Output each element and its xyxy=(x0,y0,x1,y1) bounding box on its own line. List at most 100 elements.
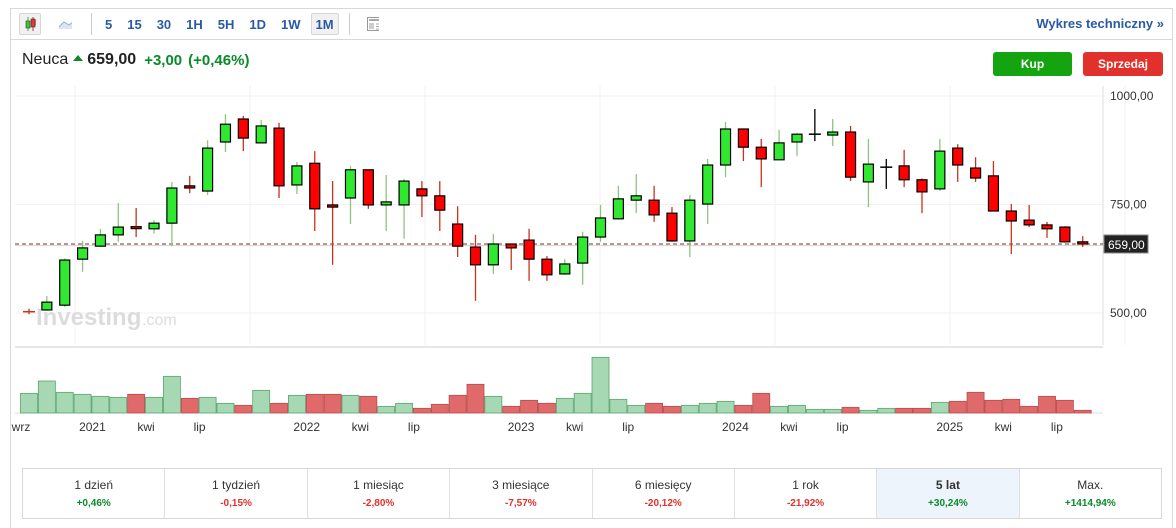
interval-1w[interactable]: 1W xyxy=(281,16,301,32)
candle-body xyxy=(862,163,875,183)
interval-1d[interactable]: 1D xyxy=(249,16,267,32)
performance-period[interactable]: 1 miesiąc -2,80% xyxy=(308,469,451,518)
volume-bar xyxy=(663,405,681,414)
volume-bar xyxy=(162,375,181,414)
candle xyxy=(505,243,517,271)
period-label: 3 miesiące xyxy=(492,478,550,492)
candle-body xyxy=(327,204,339,208)
x-tick-label: kwi xyxy=(137,420,154,434)
volume-bar xyxy=(1038,395,1056,414)
interval-15[interactable]: 15 xyxy=(127,16,142,32)
x-tick-label: lip xyxy=(837,420,849,434)
chart-widget: 5 15 30 1H 5H 1D 1W 1M Wykres techniczny » Neuc… xyxy=(10,8,1173,528)
volume-bar xyxy=(609,398,628,414)
price-chart[interactable]: Investing .com 1000,00 750,00 500,00 659,00 wr… xyxy=(0,0,1176,445)
candle-body xyxy=(755,146,767,160)
period-label: 1 dzień xyxy=(74,478,114,492)
candle xyxy=(755,138,767,188)
candle xyxy=(166,181,178,247)
buy-button[interactable]: Kup xyxy=(993,52,1072,76)
performance-period[interactable]: 6 miesięcy -20,12% xyxy=(593,469,735,518)
performance-period[interactable]: 5 lat +30,24% xyxy=(877,469,1020,518)
candle xyxy=(434,181,446,231)
candle xyxy=(273,122,285,198)
performance-period[interactable]: 1 rok -21,92% xyxy=(735,469,878,518)
candle-body xyxy=(41,301,53,311)
candle xyxy=(94,228,107,248)
candle-body xyxy=(737,128,750,148)
volume-bar xyxy=(234,404,253,414)
volume-bar xyxy=(520,399,538,414)
volume-bar xyxy=(859,409,878,414)
candle-body xyxy=(559,263,571,275)
interval-30[interactable]: 30 xyxy=(156,16,172,32)
quote-header: Neuca 659,00 +3,00 (+0,46%) xyxy=(22,51,249,69)
performance-period[interactable]: 3 miesiące -7,57% xyxy=(450,469,593,518)
performance-period[interactable]: Max. +1414,94% xyxy=(1020,469,1161,518)
area-chart-icon[interactable] xyxy=(53,13,77,35)
candle xyxy=(237,115,249,152)
interval-5h[interactable]: 5H xyxy=(217,16,235,32)
period-change: -7,57% xyxy=(504,498,537,509)
period-change: -21,92% xyxy=(786,498,825,509)
volume-bar xyxy=(680,404,699,414)
volume-bar xyxy=(287,394,306,414)
candle xyxy=(112,203,124,242)
candle xyxy=(541,256,553,281)
candle-body xyxy=(148,222,160,230)
candle xyxy=(255,119,267,144)
candle-body xyxy=(362,169,374,206)
sell-button[interactable]: Sprzedaj xyxy=(1083,52,1163,76)
price-change: +3,00 xyxy=(144,51,183,69)
candle-body xyxy=(719,128,732,166)
volume-bar xyxy=(305,393,324,414)
volume-bar xyxy=(984,399,1003,414)
volume-bar xyxy=(788,404,806,414)
performance-period[interactable]: 1 tydzień -0,15% xyxy=(165,469,308,518)
candle xyxy=(737,128,750,162)
candle xyxy=(41,296,53,311)
candle-body xyxy=(309,162,321,210)
volume-bar xyxy=(555,397,574,414)
candle-body xyxy=(112,226,124,236)
volume-bar xyxy=(430,403,449,414)
volume-bar xyxy=(323,393,342,414)
candle xyxy=(487,234,499,274)
technical-chart-link[interactable]: Wykres techniczny » xyxy=(1036,16,1164,31)
candle-body xyxy=(577,236,589,264)
candle-body xyxy=(791,133,803,143)
volume-bar xyxy=(930,401,949,414)
volume-bar xyxy=(270,402,288,414)
volume-bar xyxy=(895,407,914,414)
candle xyxy=(23,308,35,315)
candle-body xyxy=(1041,224,1053,230)
candle xyxy=(344,165,357,225)
candle xyxy=(827,119,839,146)
volume-bar xyxy=(395,402,413,414)
candle xyxy=(148,220,160,234)
interval-5[interactable]: 5 xyxy=(105,16,113,32)
volume-bar xyxy=(502,405,521,414)
table-layout-icon[interactable] xyxy=(362,13,384,35)
interval-1m[interactable]: 1M xyxy=(310,13,339,35)
candle xyxy=(898,149,910,188)
candle xyxy=(327,181,339,265)
candle-body xyxy=(184,185,196,189)
candlestick-icon[interactable] xyxy=(19,13,41,35)
candle xyxy=(76,240,89,272)
volume-bar xyxy=(252,389,271,414)
interval-1h[interactable]: 1H xyxy=(186,16,203,32)
candle xyxy=(630,174,642,214)
candle-body xyxy=(94,234,107,247)
volume-bar xyxy=(198,396,217,414)
performance-period[interactable]: 1 dzień +0,46% xyxy=(23,469,166,518)
volume-bar xyxy=(484,395,503,414)
volume-bar xyxy=(1073,409,1092,414)
divider xyxy=(348,13,350,35)
candle-body xyxy=(452,223,464,247)
volume-bar xyxy=(1020,405,1039,414)
candle xyxy=(916,178,928,214)
candle-body xyxy=(934,150,946,190)
candle xyxy=(702,158,714,225)
volume-bar xyxy=(805,408,824,414)
